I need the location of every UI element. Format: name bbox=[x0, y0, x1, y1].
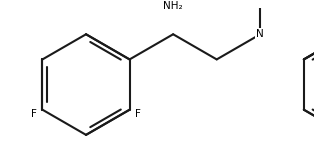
Text: F: F bbox=[135, 109, 141, 119]
Text: N: N bbox=[256, 29, 264, 39]
Text: NH₂: NH₂ bbox=[163, 1, 183, 11]
Text: F: F bbox=[31, 109, 37, 119]
